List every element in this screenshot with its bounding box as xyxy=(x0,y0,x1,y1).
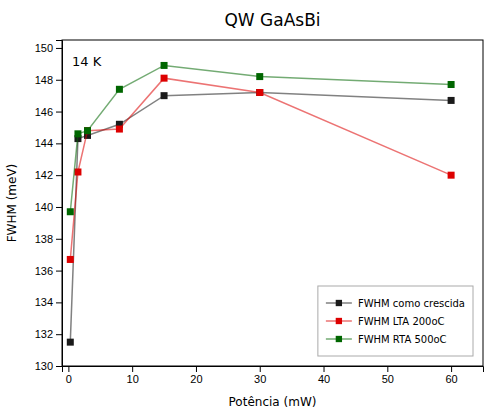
tick: 30 xyxy=(254,366,266,385)
legend-label: FWHM como crescida xyxy=(358,298,465,309)
legend-marker xyxy=(336,318,342,324)
marker xyxy=(256,89,263,96)
tick: 136 xyxy=(35,265,62,277)
tick-mark xyxy=(56,366,62,367)
tick-label: 138 xyxy=(35,233,53,245)
tick: 0 xyxy=(66,366,72,385)
tick-label: 10 xyxy=(127,373,139,385)
legend-marker xyxy=(336,300,342,306)
tick-label: 20 xyxy=(190,373,202,385)
tick-mark xyxy=(68,366,69,372)
tick-label: 40 xyxy=(318,373,330,385)
tick-mark xyxy=(56,175,62,176)
tick-label: 0 xyxy=(66,373,72,385)
x-axis-title: Potência (mW) xyxy=(229,395,317,409)
legend-marker xyxy=(336,336,342,342)
marker xyxy=(67,208,74,215)
legend-box xyxy=(318,286,473,356)
tick-mark xyxy=(324,366,325,372)
tick-mark xyxy=(56,302,62,303)
tick-mark xyxy=(56,143,62,144)
legend-item: FWHM como crescida xyxy=(326,298,465,309)
tick-mark xyxy=(56,48,62,49)
tick-mark xyxy=(387,366,388,372)
marker xyxy=(116,126,123,133)
tick: 142 xyxy=(35,169,62,181)
tick-label: 130 xyxy=(35,360,53,372)
legend-item: FWHM RTA 500oC xyxy=(326,334,447,345)
tick-label: 30 xyxy=(254,373,266,385)
tick-label: 136 xyxy=(35,265,53,277)
marker xyxy=(161,92,168,99)
marker xyxy=(161,75,168,82)
tick-mark xyxy=(196,366,197,372)
tick-label: 134 xyxy=(35,296,53,308)
marker xyxy=(67,339,74,346)
marker xyxy=(84,127,91,134)
tick: 146 xyxy=(35,106,62,118)
legend-label: FWHM LTA 200oC xyxy=(358,316,445,327)
tick: 50 xyxy=(382,366,394,385)
series-line xyxy=(70,65,451,211)
tick: 140 xyxy=(35,201,62,213)
marker xyxy=(256,73,263,80)
plot: 0 10 20 30 40 50 60 130 132 134 136 138 140 142 144 146… xyxy=(35,40,484,385)
x-axis: 0 10 20 30 40 50 60 xyxy=(63,366,484,385)
marker xyxy=(448,172,455,179)
tick-label: 144 xyxy=(35,137,53,149)
tick: 132 xyxy=(35,328,62,340)
tick-label: 146 xyxy=(35,106,53,118)
tick-mark xyxy=(56,334,62,335)
tick-mark xyxy=(451,366,452,372)
marker xyxy=(448,81,455,88)
series-line xyxy=(70,78,451,259)
tick: 20 xyxy=(190,366,202,385)
tick-mark xyxy=(260,366,261,372)
tick-mark xyxy=(56,112,62,113)
tick: 134 xyxy=(35,296,62,308)
tick-label: 60 xyxy=(445,373,457,385)
tick-mark xyxy=(56,271,62,272)
tick: 60 xyxy=(445,366,457,385)
tick: 148 xyxy=(35,74,62,86)
tick: 40 xyxy=(318,366,330,385)
tick: 150 xyxy=(35,42,62,54)
chart: 0 10 20 30 40 50 60 130 132 134 136 138 140 142 144 146… xyxy=(0,0,501,418)
tick-mark xyxy=(132,366,133,372)
title: QW GaAsBi xyxy=(224,10,320,30)
tick-label: 150 xyxy=(35,42,53,54)
tick-mark xyxy=(56,239,62,240)
marker xyxy=(67,256,74,263)
annotation: 14 K xyxy=(72,54,102,69)
tick-mark xyxy=(56,207,62,208)
plot-frame xyxy=(62,40,483,366)
tick-label: 142 xyxy=(35,169,53,181)
tick-label: 148 xyxy=(35,74,53,86)
legend-label: FWHM RTA 500oC xyxy=(358,334,447,345)
tick-label: 50 xyxy=(382,373,394,385)
marker xyxy=(256,89,263,96)
axis-line xyxy=(63,367,484,373)
marker xyxy=(74,130,81,137)
marker xyxy=(448,97,455,104)
marker xyxy=(84,127,91,134)
legend: FWHM como crescida FWHM LTA 200oC FWHM RTA… xyxy=(318,286,473,356)
tick: 138 xyxy=(35,233,62,245)
y-axis-title: FWHM (meV) xyxy=(5,164,19,243)
tick: 10 xyxy=(127,366,139,385)
tick-mark xyxy=(56,80,62,81)
legend-item: FWHM LTA 200oC xyxy=(326,316,445,327)
tick-label: 132 xyxy=(35,328,53,340)
tick: 130 xyxy=(35,360,62,372)
marker xyxy=(116,86,123,93)
tick-label: 140 xyxy=(35,201,53,213)
marker xyxy=(74,168,81,175)
y-axis: 130 132 134 136 138 140 142 144 146 148 150 xyxy=(35,41,63,373)
tick: 144 xyxy=(35,137,62,149)
marker xyxy=(161,62,168,69)
